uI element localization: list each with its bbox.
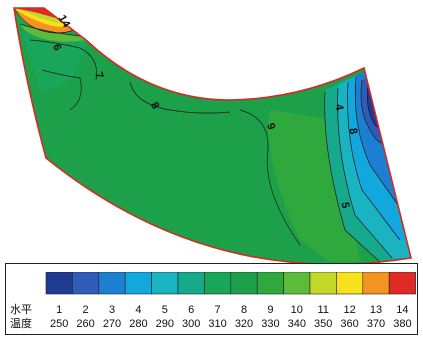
contour-label: 8 [346,127,359,135]
legend-level-7: 7 [214,304,221,316]
contour-line [324,91,381,263]
legend-swatch-9 [256,272,284,295]
legend-swatch-10 [283,272,311,295]
contour-line [29,39,97,81]
contour-line [239,109,301,246]
legend-level-label: 水平 [10,304,32,316]
legend-temperature-14: 380 [393,318,412,330]
legend-temperature-13: 370 [366,318,386,330]
legend-level-4: 4 [135,304,142,316]
contour-line [337,87,393,259]
domain-outline [13,7,412,265]
legend-level-6: 6 [188,304,195,316]
contour-line [354,76,406,216]
legend-swatch-14 [388,272,416,295]
legend-level-13: 13 [369,304,383,316]
field-level-11 [14,8,66,24]
contour-label: 8 [148,100,161,111]
legend-temperature-12: 360 [340,318,359,330]
legend-color-bar [45,272,416,295]
contour-plot: 14 6 7 8 9 4 8 5 [13,7,412,265]
contour-line [14,8,75,34]
legend-temperature-10: 340 [287,318,306,330]
legend-temperature-8: 320 [234,318,254,330]
legend-temperature-7: 310 [208,318,227,330]
contour-line [41,69,82,111]
legend-level-12: 12 [343,304,356,316]
legend-level-9: 9 [267,304,274,316]
legend-level-14: 14 [396,304,409,316]
legend-temperature-9: 330 [261,318,280,330]
contour-label: 9 [264,122,277,132]
legend-swatch-13 [362,272,390,295]
legend-level-10: 10 [290,304,303,316]
legend-swatch-6 [177,272,205,295]
legend-temperature-4: 280 [129,318,148,330]
contour-label: 6 [50,43,63,53]
legend-swatch-4 [124,272,152,295]
legend-temperature-label: 温度 [10,318,32,330]
legend-swatch-8 [230,272,258,295]
contour-line [129,81,231,114]
legend-temperature-5: 290 [155,318,174,330]
legend-temperature-3: 270 [102,318,122,330]
legend-swatch-1 [45,272,73,295]
legend-level-1: 1 [56,304,63,316]
legend-level-2: 2 [82,304,89,316]
contour-label: 5 [338,201,351,209]
color-legend: 水平 温度 1 2 3 4 5 6 7 8 9 10 11 12 13 14 250 260 270 280 290… [5,263,418,335]
contour-line [347,81,401,241]
legend-level-3: 3 [108,304,116,316]
legend-temperature-1: 250 [50,318,69,330]
contour-label: 4 [332,103,345,112]
contour-line [19,23,81,37]
legend-swatch-12 [336,272,364,295]
legend-level-5: 5 [161,304,168,316]
legend-temperature-2: 260 [76,318,95,330]
legend-swatch-2 [72,272,100,295]
legend-temperature-6: 300 [182,318,201,330]
legend-swatch-7 [204,272,232,295]
legend-swatch-5 [151,272,179,295]
legend-temperature-11: 350 [314,318,333,330]
legend-level-11: 11 [317,304,329,316]
legend-swatch-11 [309,272,337,295]
legend-swatch-3 [98,272,126,295]
legend-level-8: 8 [240,304,248,316]
contour-label: 7 [92,71,105,81]
